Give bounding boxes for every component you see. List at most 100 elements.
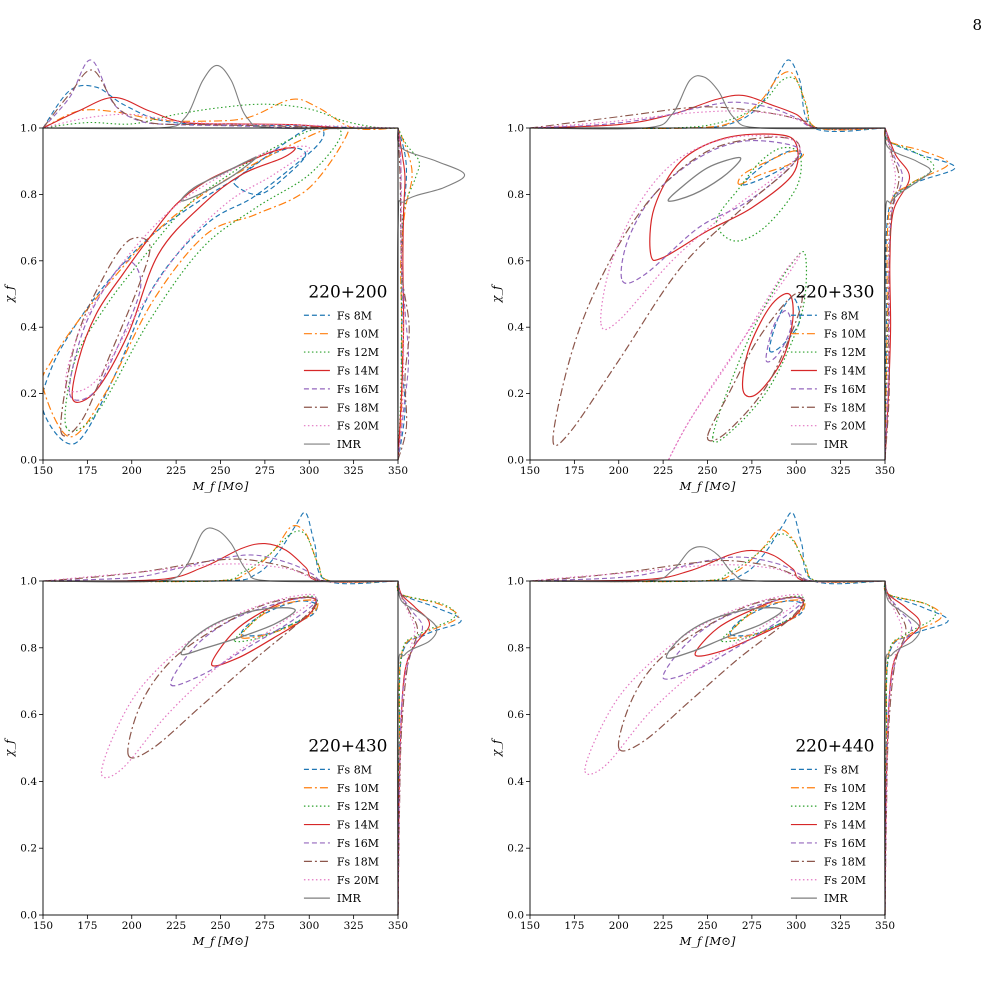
- contour-group: [584, 593, 806, 775]
- contour-group: [43, 128, 350, 445]
- top-marginal-fs-20m: [42, 563, 399, 582]
- contour-fs-20m: [100, 593, 317, 779]
- right-marginal-fs-10m: [396, 580, 459, 916]
- legend-label: IMR: [337, 892, 362, 905]
- x-tick-label: 150: [33, 465, 53, 477]
- x-tick-label: 350: [875, 920, 895, 932]
- legend-label: Fs 8M: [824, 309, 859, 322]
- x-tick-label: 150: [33, 920, 53, 932]
- x-tick-label: 350: [875, 465, 895, 477]
- legend-label: Fs 10M: [337, 328, 379, 341]
- y-axis-label: χ_f: [2, 284, 16, 304]
- x-tick-label: 225: [166, 465, 186, 477]
- contour-fs-20m: [667, 253, 802, 460]
- legend-label: Fs 20M: [337, 874, 379, 887]
- contour-group: [100, 593, 319, 779]
- top-marginal-fs-20m: [529, 564, 886, 582]
- legend-label: Fs 16M: [824, 837, 866, 850]
- panel-220-430: 150 175 200 225 250 275 300 325 350 0.0 0.2 0.4 0.6 0…: [2, 511, 462, 948]
- contour-fs-16m: [620, 139, 801, 284]
- top-marginal-fs-18m: [529, 106, 886, 130]
- legend-label: Fs 14M: [337, 819, 379, 832]
- contour-fs-14m: [71, 146, 296, 403]
- y-axis-label: χ_f: [2, 738, 16, 758]
- x-tick-label: 325: [831, 920, 851, 932]
- y-tick-label: 0.0: [507, 455, 524, 467]
- y-tick-label: 1.0: [507, 123, 524, 135]
- right-marginal-imr: [396, 127, 466, 461]
- panel-220-440: 150 175 200 225 250 275 300 325 350 0.0 0.2 0.4 0.6 0…: [489, 511, 949, 948]
- legend-label: Fs 20M: [337, 420, 379, 433]
- right-marginal-fs-18m: [884, 580, 907, 916]
- top-marginal-fs-10m: [42, 525, 399, 583]
- right-marginal-fs-8m: [397, 580, 462, 916]
- x-tick-label: 175: [77, 465, 97, 477]
- right-marginal-fs-14m: [397, 127, 406, 461]
- right-marginal-fs-18m: [397, 127, 410, 461]
- x-tick-label: 275: [742, 920, 762, 932]
- legend-label: IMR: [824, 892, 849, 905]
- legend-label: Fs 14M: [824, 819, 866, 832]
- legend-label: Fs 20M: [824, 874, 866, 887]
- legend-label: Fs 16M: [337, 383, 379, 396]
- y-tick-label: 0.2: [507, 388, 524, 400]
- contour-imr: [180, 607, 296, 656]
- y-tick-label: 1.0: [20, 576, 37, 588]
- legend-label: Fs 8M: [824, 763, 859, 776]
- top-marginal-fs-16m: [529, 556, 886, 583]
- x-tick-label: 200: [609, 465, 629, 477]
- y-axis-label: χ_f: [489, 284, 503, 304]
- top-marginal-imr: [42, 527, 399, 583]
- right-marginal-group: [396, 580, 462, 916]
- panel-title: 220+200: [308, 282, 387, 302]
- top-marginal-fs-8m: [42, 511, 399, 585]
- x-tick-label: 175: [77, 920, 97, 932]
- x-tick-label: 325: [344, 465, 364, 477]
- right-marginal-fs-8m: [397, 127, 408, 461]
- right-marginal-group: [883, 580, 949, 916]
- y-tick-label: 0.2: [20, 388, 37, 400]
- legend-label: IMR: [824, 438, 849, 451]
- panel-220-200: 150 175 200 225 250 275 300 325 350 0.0 0.2 0.4 0.6 0…: [2, 59, 466, 493]
- x-tick-label: 275: [742, 465, 762, 477]
- y-axis-label: χ_f: [489, 738, 503, 758]
- legend-label: Fs 8M: [337, 763, 372, 776]
- legend-label: Fs 10M: [824, 328, 866, 341]
- contour-fs-14m: [741, 292, 794, 398]
- panel-title: 220+330: [795, 282, 874, 302]
- legend-label: Fs 16M: [337, 837, 379, 850]
- y-tick-label: 0.8: [507, 642, 524, 654]
- x-tick-label: 350: [388, 465, 408, 477]
- contour-fs-12m: [64, 128, 342, 432]
- y-tick-label: 0.6: [507, 255, 524, 267]
- contour-fs-8m: [742, 150, 803, 186]
- y-tick-label: 0.0: [20, 455, 37, 467]
- legend-label: Fs 12M: [337, 800, 379, 813]
- contour-group: [552, 133, 808, 460]
- x-axis-label: M_f [M⊙]: [679, 479, 736, 493]
- contour-fs-20m: [64, 145, 310, 393]
- y-tick-label: 0.0: [20, 910, 37, 922]
- contour-fs-18m: [552, 136, 801, 447]
- right-marginal-fs-20m: [884, 127, 897, 461]
- x-tick-label: 250: [697, 465, 717, 477]
- y-tick-label: 0.8: [20, 642, 37, 654]
- x-tick-label: 300: [299, 920, 319, 932]
- y-tick-label: 0.2: [20, 843, 37, 855]
- top-marginal-fs-10m: [42, 98, 399, 131]
- panel-220-330: 150 175 200 225 250 275 300 325 350 0.0 0.2 0.4 0.6 0…: [489, 59, 956, 493]
- legend-label: Fs 12M: [824, 800, 866, 813]
- right-marginal-fs-20m: [397, 580, 416, 916]
- legend-label: Fs 18M: [824, 401, 866, 414]
- x-tick-label: 300: [786, 465, 806, 477]
- x-tick-label: 250: [210, 465, 230, 477]
- x-tick-label: 225: [653, 465, 673, 477]
- legend-label: Fs 14M: [824, 364, 866, 377]
- y-tick-label: 0.4: [20, 322, 37, 334]
- y-tick-label: 0.4: [20, 776, 37, 788]
- right-marginal-imr: [396, 580, 438, 916]
- right-marginal-fs-18m: [884, 127, 900, 461]
- top-marginal-group: [529, 511, 886, 585]
- legend-label: Fs 12M: [824, 346, 866, 359]
